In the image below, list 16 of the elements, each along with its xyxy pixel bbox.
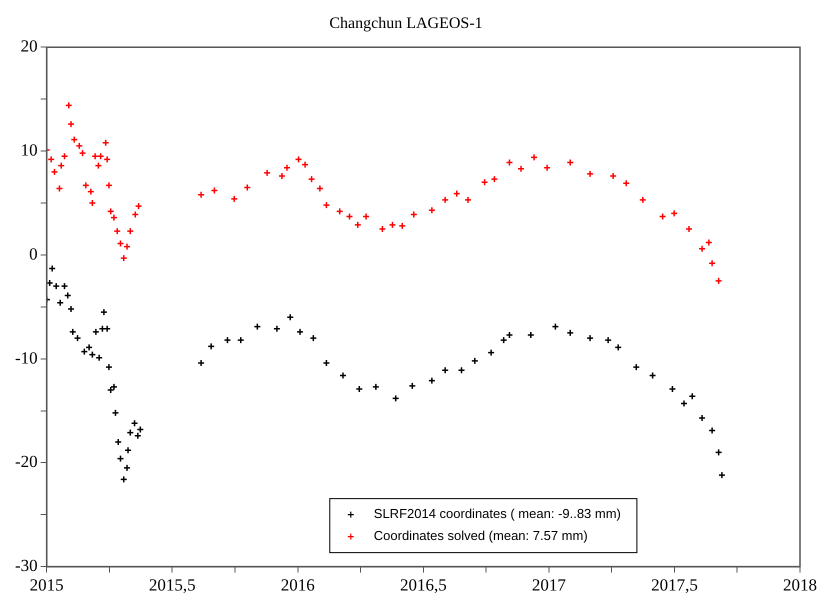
chart-title: Changchun LAGEOS-1 <box>329 14 483 32</box>
x-tick-label: 2015,5 <box>148 575 196 594</box>
legend-label: Coordinates solved (mean: 7.57 mm) <box>374 528 588 544</box>
y-tick-label: -20 <box>14 452 38 472</box>
y-tick-label: 20 <box>20 36 38 56</box>
legend-label: SLRF2014 coordinates ( mean: -9..83 mm) <box>374 506 621 522</box>
x-tick-label: 2015 <box>30 575 64 594</box>
x-tick-label: 2017 <box>532 575 566 594</box>
y-tick-label: 10 <box>20 140 38 160</box>
x-tick-label: 2016,5 <box>400 575 447 594</box>
x-tick-label: 2016 <box>280 575 315 594</box>
y-tick-label: -30 <box>14 556 38 576</box>
y-tick-label: 0 <box>29 244 38 264</box>
x-tick-label: 2017,5 <box>651 575 698 594</box>
x-tick-label: 2018 <box>783 575 817 594</box>
y-tick-label: -10 <box>14 348 38 368</box>
